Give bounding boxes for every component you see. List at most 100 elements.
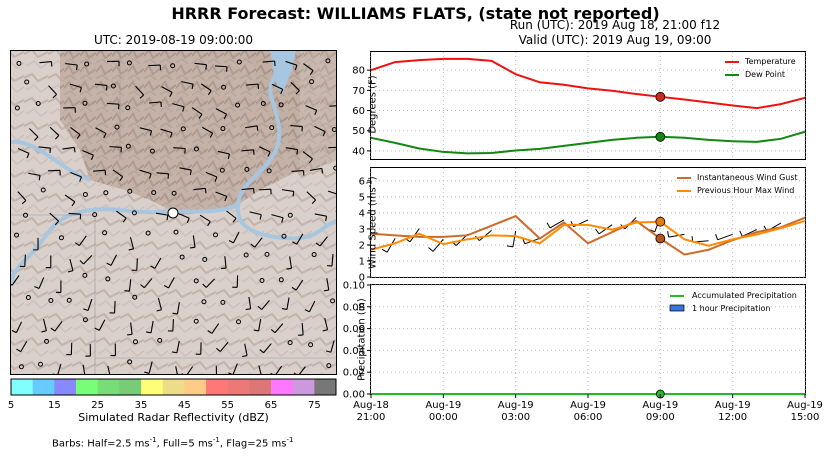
- calm-marker: [278, 102, 284, 108]
- calm-marker: [193, 278, 199, 284]
- map-wind-barb: [215, 108, 227, 115]
- map-wind-barb: [65, 62, 78, 66]
- map-wind-barb: [70, 171, 82, 178]
- map-wind-barb: [290, 81, 300, 91]
- colorbar: [10, 378, 337, 396]
- y-tick-label: 0.02: [343, 368, 365, 379]
- map-wind-barb-feather: [291, 286, 297, 291]
- map-wind-barb-feather: [259, 349, 264, 354]
- map-wind-barb-feather: [76, 134, 81, 140]
- map-wind-barb-feather: [323, 289, 329, 292]
- map-wind-barb-feather: [256, 125, 259, 131]
- map-wind-barb-feather: [325, 350, 331, 353]
- x-tick-date: Aug-19: [498, 400, 534, 411]
- map-wind-barb: [143, 278, 153, 289]
- map-wind-barb: [193, 187, 206, 191]
- colorbar-swatch: [54, 379, 77, 395]
- y-tick-label: 6: [359, 176, 365, 187]
- map-wind-barb: [301, 322, 304, 336]
- map-wind-barb: [181, 81, 194, 85]
- map-wind-barb: [263, 343, 272, 354]
- map-wind-barb: [68, 212, 81, 215]
- calm-marker: [219, 167, 225, 173]
- map-wind-barb: [107, 365, 111, 374]
- map-wind-barb-feather: [207, 221, 211, 227]
- calm-marker: [244, 166, 250, 172]
- colorbar-swatch: [271, 379, 293, 395]
- map-wind-barb: [271, 83, 284, 90]
- map-wind-barb: [98, 319, 106, 331]
- calm-marker: [235, 102, 241, 108]
- map-wind-barb-feather: [80, 377, 85, 378]
- colorbar-swatch: [184, 379, 207, 395]
- map-wind-barb-feather: [122, 217, 127, 223]
- map-wind-barb: [248, 296, 252, 309]
- map-wind-barb: [274, 323, 284, 334]
- temperature-line: [370, 57, 806, 110]
- map-wind-barb: [271, 214, 284, 219]
- map-wind-barb: [128, 279, 132, 292]
- map-wind-barb: [246, 83, 259, 86]
- map-wind-barb: [303, 63, 314, 72]
- map-wind-barb-feather: [228, 372, 233, 374]
- barbs-note-mid1: , Full=5 ms: [156, 438, 213, 450]
- colorbar-tick-label: 25: [91, 400, 104, 411]
- map-wind-barb: [308, 300, 316, 313]
- lake: [270, 51, 296, 95]
- map-wind-barb: [150, 320, 154, 333]
- map-wind-barb-feather: [204, 188, 207, 194]
- x-tick-date: Aug-19: [787, 400, 823, 411]
- calm-marker: [269, 125, 275, 131]
- map-wind-barb-feather: [322, 329, 328, 332]
- colorbar-tick-label: 55: [221, 400, 234, 411]
- calm-marker: [326, 363, 332, 369]
- barbs-note-prefix: Barbs: Half=2.5 ms: [52, 438, 150, 450]
- map-wind-barb-feather: [74, 242, 80, 247]
- y-tick-label: 1: [359, 256, 365, 267]
- map-wind-barb-feather: [90, 154, 94, 160]
- map-wind-barb-feather: [270, 372, 273, 374]
- map-wind-barb: [110, 254, 118, 266]
- x-tick-time: 03:00: [501, 412, 530, 423]
- calm-marker: [236, 319, 242, 325]
- calm-marker: [16, 60, 22, 66]
- map-wind-barb: [194, 62, 207, 66]
- map-wind-barb: [314, 213, 327, 217]
- calm-marker: [330, 298, 336, 304]
- map-wind-barb-feather: [38, 175, 41, 181]
- calm-marker: [82, 191, 88, 197]
- maxwind-line: [370, 219, 806, 251]
- map-wind-barb: [211, 323, 220, 334]
- map-wind-barb: [49, 126, 60, 136]
- legend-maxwind: Previous Hour Max Wind: [697, 186, 795, 195]
- map-wind-barb: [130, 322, 133, 335]
- map-wind-barb-feather: [186, 217, 190, 223]
- colorbar-swatch: [97, 379, 120, 395]
- map-wind-barb: [17, 191, 27, 201]
- colorbar-tick-label: 35: [135, 400, 148, 411]
- calm-marker: [132, 294, 138, 300]
- temperature-ylabel: Degrees (F): [367, 75, 379, 134]
- map-wind-barb-feather: [309, 158, 313, 164]
- map-wind-barb: [179, 167, 192, 171]
- map-wind-barb-feather: [207, 90, 212, 96]
- wind-ylabel: Wind Speed (ms-1): [365, 163, 378, 283]
- map-wind-barb: [285, 60, 298, 66]
- map-wind-barb-feather: [198, 113, 203, 119]
- map-wind-barb-feather: [26, 153, 30, 159]
- map-wind-barb-feather: [325, 216, 328, 222]
- colorbar-swatch: [141, 379, 163, 395]
- colorbar-tick-label: 45: [178, 400, 191, 411]
- map-wind-barb: [69, 258, 74, 271]
- calm-marker: [281, 233, 287, 239]
- x-tick-date: Aug-19: [425, 400, 461, 411]
- map-wind-barb: [148, 361, 153, 374]
- map-wind-barb-feather: [207, 330, 213, 334]
- map-wind-barb: [155, 212, 168, 216]
- map-wind-barb: [306, 191, 316, 201]
- map-wind-barb-feather: [79, 260, 84, 265]
- map-wind-barb: [82, 364, 86, 374]
- wind-barb-feather: [595, 228, 600, 235]
- dewpoint-line: [370, 130, 806, 155]
- map-wind-barb-feather: [294, 65, 298, 71]
